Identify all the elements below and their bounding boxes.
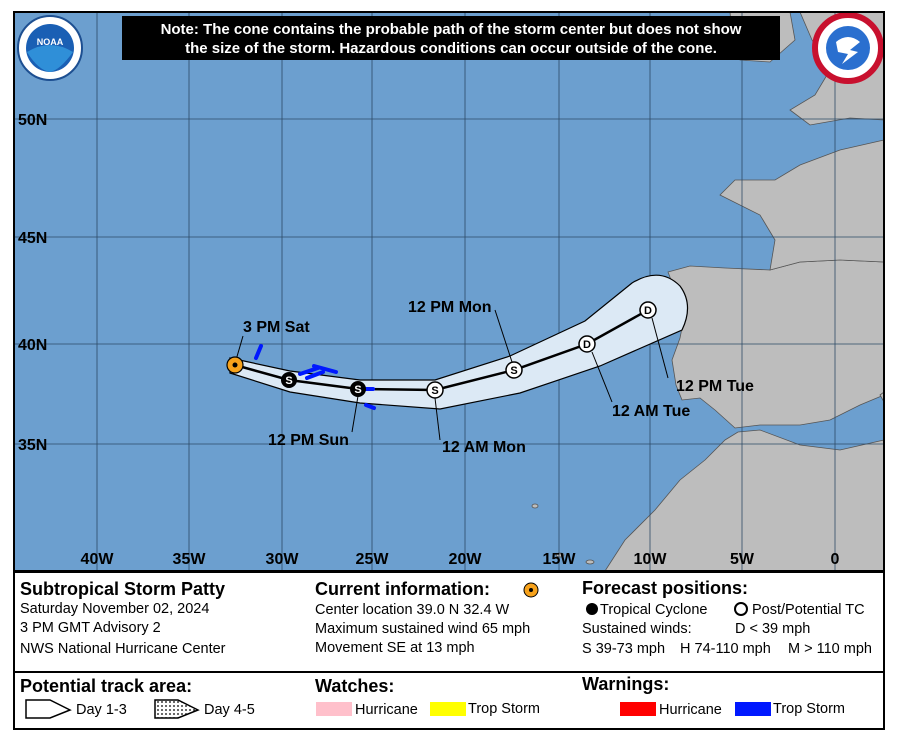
current-title: Current information:	[315, 579, 490, 599]
lon-label: 0	[831, 551, 840, 568]
storm-watch-swatch	[430, 702, 466, 716]
graticule	[14, 12, 884, 571]
storm-warning-swatch	[735, 702, 771, 716]
nws-logo	[812, 12, 884, 84]
forecast-points: S S S S D D	[281, 301, 657, 399]
lon-label: 25W	[356, 551, 390, 568]
forecast-item: S 39-73 mph	[582, 641, 665, 657]
point-letter: D	[583, 339, 591, 351]
warning-segment	[305, 370, 325, 380]
forecast-item: M > 110 mph	[788, 641, 872, 657]
storm-warnings	[254, 344, 376, 410]
logo-wave	[27, 45, 73, 72]
track-item: Day 4-5	[204, 702, 255, 718]
forecast-item: Tropical Cyclone	[600, 602, 707, 618]
current-icon-dot	[529, 588, 533, 592]
storm-title: Subtropical Storm Patty	[20, 579, 225, 599]
leader-line	[351, 395, 359, 433]
madeira	[531, 503, 539, 509]
warning-item: Trop Storm	[773, 701, 845, 717]
point-marker	[578, 335, 596, 353]
forecast-cone	[229, 274, 689, 410]
warning-item: Hurricane	[659, 702, 722, 718]
point-label: 3 PM Sat	[243, 319, 310, 336]
point-label: 12 PM Mon	[408, 299, 492, 316]
france	[719, 139, 885, 271]
lat-label: 40N	[18, 337, 47, 354]
lat-label: 45N	[18, 230, 47, 247]
warnings-title: Warnings:	[582, 674, 669, 694]
current-position-dot	[232, 362, 238, 368]
note-line: the size of the storm. Hazardous conditi…	[185, 40, 717, 57]
point-labels: 3 PM Sat 12 PM Sun 12 AM Mon 12 PM Mon 1…	[243, 299, 754, 456]
forecast-item: H 74-110 mph	[680, 641, 771, 657]
forecast-item: Sustained winds:	[582, 621, 692, 637]
lon-label: 5W	[730, 551, 755, 568]
lon-label: 15W	[543, 551, 577, 568]
point-letter: S	[285, 375, 292, 387]
current-line: Maximum sustained wind 65 mph	[315, 621, 530, 637]
lon-labels: 40W 35W 30W 25W 20W 15W 10W 5W 0	[81, 551, 840, 568]
point-marker	[426, 381, 444, 399]
storm-line: Saturday November 02, 2024	[20, 601, 209, 617]
lat-label: 35N	[18, 437, 47, 454]
lon-label: 40W	[81, 551, 115, 568]
day13-icon	[25, 699, 72, 719]
watches-title: Watches:	[315, 676, 394, 696]
warning-segment	[364, 403, 376, 410]
point-letter: S	[431, 385, 438, 397]
forecast-item: Post/Potential TC	[752, 602, 865, 618]
noaa-logo: NOAA	[17, 15, 83, 81]
lat-labels: 50N 45N 40N 35N	[18, 112, 47, 454]
lat-label: 50N	[18, 112, 47, 129]
point-marker	[639, 301, 657, 319]
point-label: 12 AM Tue	[612, 403, 690, 420]
post-icon	[734, 602, 748, 616]
track-item: Day 1-3	[76, 702, 127, 718]
leader-line	[434, 397, 441, 441]
warning-segment	[254, 344, 263, 360]
point-letter: S	[510, 365, 517, 377]
leader-line	[651, 317, 669, 379]
note-box	[122, 16, 780, 60]
watch-item: Hurricane	[355, 702, 418, 718]
point-marker	[350, 381, 366, 397]
lon-label: 20W	[449, 551, 483, 568]
note-line: Note: The cone contains the probable pat…	[161, 21, 742, 38]
current-line: Movement SE at 13 mph	[315, 640, 475, 656]
watch-item: Trop Storm	[468, 701, 540, 717]
lon-label: 30W	[266, 551, 300, 568]
point-label: 12 PM Sun	[268, 432, 349, 449]
hurricane-warning-swatch	[620, 702, 656, 716]
storm-line: 3 PM GMT Advisory 2	[20, 620, 161, 636]
leader-lines	[235, 309, 669, 441]
logo-cloud	[836, 37, 860, 64]
track-title: Potential track area:	[20, 676, 192, 696]
storm-line: NWS National Hurricane Center	[20, 641, 226, 657]
warning-segment	[298, 366, 320, 376]
point-label: 12 AM Mon	[442, 439, 526, 456]
point-label: 12 PM Tue	[676, 378, 754, 395]
point-letter: D	[644, 305, 652, 317]
lon-label: 35W	[173, 551, 207, 568]
canary-island	[555, 552, 565, 558]
point-letter: S	[354, 384, 361, 396]
hurricane-watch-swatch	[316, 702, 352, 716]
current-line: Center location 39.0 N 32.4 W	[315, 602, 510, 618]
point-marker	[505, 361, 523, 379]
lon-label: 10W	[634, 551, 668, 568]
leader-line	[494, 309, 513, 363]
leader-line	[235, 335, 244, 361]
tropical-icon	[586, 603, 598, 615]
day45-icon	[154, 699, 200, 719]
logo-text: NOAA	[37, 37, 64, 47]
point-marker	[281, 372, 297, 388]
forecast-item: D < 39 mph	[735, 621, 810, 637]
leader-line	[591, 351, 613, 403]
canary-island	[585, 559, 595, 565]
forecast-title: Forecast positions:	[582, 578, 748, 598]
warning-segment	[312, 364, 338, 374]
